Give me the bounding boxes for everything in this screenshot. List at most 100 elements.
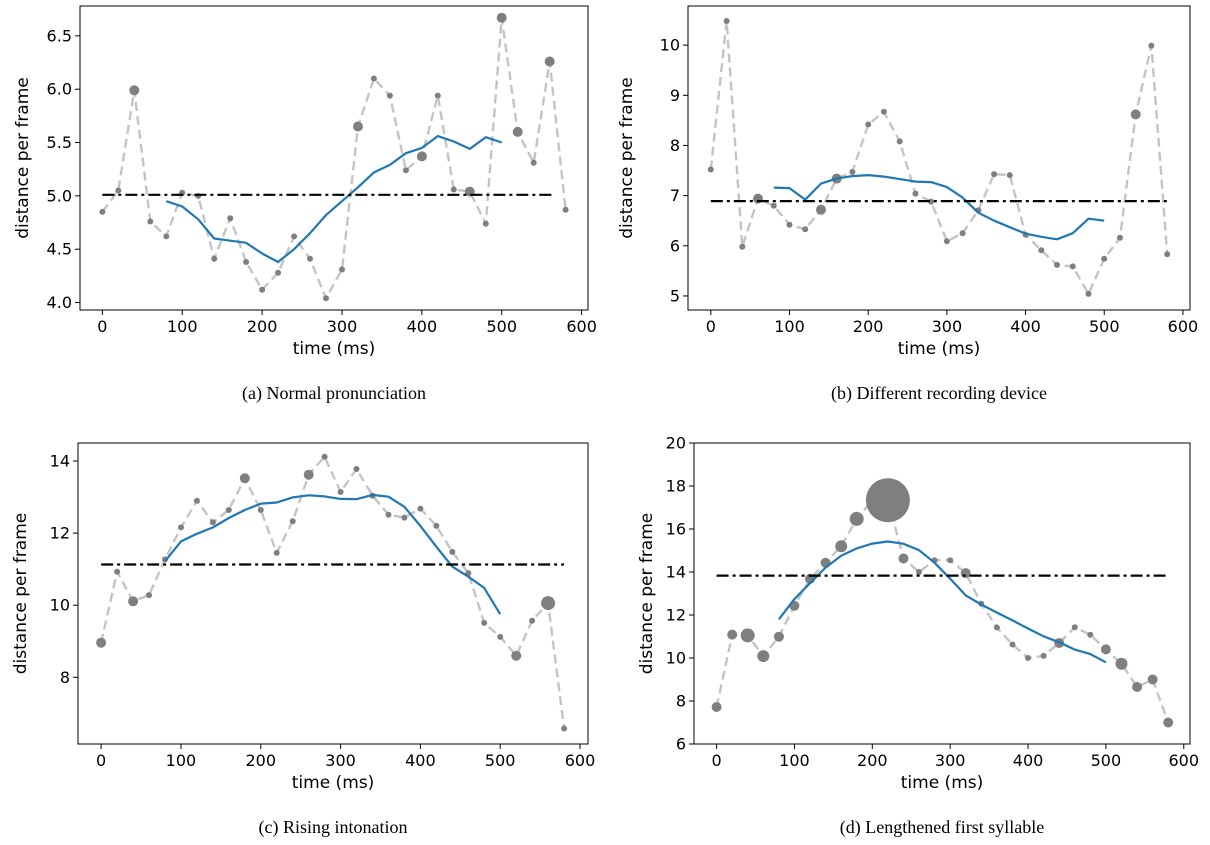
data-point — [739, 243, 746, 250]
data-point — [275, 269, 282, 276]
data-point — [339, 266, 345, 273]
raw-distance-line — [709, 20, 1169, 297]
x-tick-label: 500 — [486, 317, 517, 336]
data-point — [337, 489, 344, 495]
x-tick-label: 200 — [853, 317, 884, 336]
x-tick-label: 300 — [932, 317, 963, 336]
data-point — [1009, 641, 1016, 648]
x-tick-label: 0 — [96, 751, 106, 770]
x-tick-label: 300 — [325, 751, 356, 770]
panel-caption: (a) Normal pronunciation — [242, 383, 426, 404]
y-tick-label: 10 — [660, 36, 680, 55]
y-tick-label: 12 — [666, 606, 686, 625]
y-tick-label: 10 — [666, 649, 686, 668]
data-point — [385, 511, 392, 518]
data-point — [1085, 290, 1092, 297]
x-tick-label: 0 — [711, 751, 721, 770]
data-point — [544, 56, 555, 67]
chart-panel-b: 0 100 200 300 400 500 600 5 6 7 8 9 10 time (ms) dista… — [617, 5, 1198, 404]
panel-caption: (c) Rising intonation — [259, 817, 408, 838]
data-point — [865, 478, 910, 523]
data-point — [916, 569, 922, 575]
y-tick-label: 4.0 — [47, 293, 72, 312]
data-point — [1054, 261, 1060, 268]
data-point — [178, 524, 184, 531]
data-point — [482, 220, 489, 227]
y-tick-label: 8 — [670, 136, 680, 155]
data-point — [225, 507, 232, 513]
data-point — [711, 702, 722, 712]
x-tick-label: 200 — [245, 751, 276, 770]
data-point — [1115, 657, 1128, 670]
smoothed-line — [165, 135, 503, 264]
data-point — [289, 518, 296, 525]
y-tick-label: 14 — [50, 452, 70, 471]
data-point — [1163, 717, 1174, 728]
data-point — [433, 522, 440, 529]
x-tick-label: 100 — [167, 317, 198, 336]
data-point — [849, 511, 864, 526]
data-point — [497, 633, 504, 640]
y-tick-label: 7 — [670, 186, 680, 205]
data-point — [561, 725, 568, 732]
x-axis-label: time (ms) — [293, 339, 376, 359]
data-point — [770, 202, 777, 209]
data-point — [541, 596, 556, 611]
y-tick-label: 8 — [60, 668, 70, 687]
x-tick-label: 600 — [566, 317, 597, 336]
data-point — [481, 619, 488, 626]
data-point — [273, 549, 280, 556]
plot-frame — [79, 5, 589, 311]
data-point — [943, 238, 950, 245]
data-point — [849, 169, 856, 175]
data-point — [386, 92, 393, 99]
data-point — [129, 85, 140, 96]
data-point — [896, 138, 903, 145]
plot-frame — [693, 442, 1191, 745]
x-axis-label: time (ms) — [901, 773, 984, 793]
plot-frame — [687, 5, 1191, 311]
chart-panel-c: 0 100 200 300 400 500 600 8 10 12 14 time (ms) dista… — [11, 442, 595, 838]
chart-panel-a: 0 100 200 300 400 500 600 4.0 4.5 5.0 5.5 6.0 6.5 tim… — [13, 5, 597, 404]
x-tick-label: 500 — [1089, 317, 1120, 336]
data-point — [416, 151, 427, 162]
data-point — [786, 221, 793, 228]
data-point — [449, 548, 456, 555]
panel-caption: (b) Different recording device — [831, 383, 1047, 404]
data-point — [257, 507, 264, 513]
y-tick-label: 6 — [670, 236, 680, 255]
panel-caption: (d) Lengthened first syllable — [840, 817, 1044, 838]
data-point — [450, 186, 457, 193]
data-point — [259, 286, 266, 293]
data-point — [370, 75, 377, 82]
data-point — [960, 568, 971, 579]
data-point — [511, 650, 522, 661]
data-point — [243, 259, 250, 265]
y-tick-label: 16 — [666, 520, 686, 539]
y-tick-label: 6.5 — [47, 26, 72, 45]
data-point — [512, 126, 523, 137]
x-tick-label: 600 — [1168, 751, 1199, 770]
x-tick-label: 200 — [247, 317, 278, 336]
data-point — [1147, 674, 1158, 685]
raw-distance-line — [715, 499, 1170, 723]
data-point — [723, 18, 730, 24]
y-tick-label: 5.0 — [47, 186, 72, 205]
data-point — [291, 233, 298, 240]
data-point — [1069, 263, 1076, 270]
x-tick-label: 400 — [1013, 751, 1044, 770]
data-point — [1132, 682, 1143, 692]
data-point — [530, 159, 537, 166]
data-point — [303, 469, 314, 480]
y-axis-label: distance per frame — [13, 77, 33, 239]
data-point — [959, 230, 966, 237]
raw-distance-line — [99, 454, 566, 729]
y-tick-label: 5 — [670, 286, 680, 305]
data-point — [353, 466, 360, 472]
smoothed-line — [164, 493, 502, 615]
x-tick-label: 100 — [166, 751, 197, 770]
data-point — [227, 215, 234, 222]
x-tick-label: 400 — [1010, 317, 1041, 336]
y-axis-label: distance per frame — [617, 77, 637, 239]
